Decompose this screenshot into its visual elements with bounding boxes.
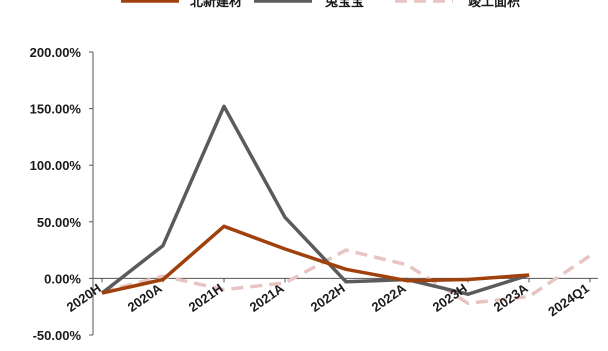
- y-tick-label: 50.00%: [37, 215, 82, 230]
- legend-label: 竣工面积: [468, 0, 520, 9]
- y-tick-label: 100.00%: [30, 158, 82, 173]
- x-tick-label: 2022H: [308, 281, 348, 315]
- y-tick-label: -50.00%: [33, 328, 82, 343]
- y-tick-label: 200.00%: [30, 45, 82, 60]
- y-tick-label: 0.00%: [44, 271, 81, 286]
- y-axis-ticks: -50.00% 0.00% 50.00% 100.00% 150.00% 200.00%: [30, 45, 93, 343]
- x-axis-ticks: 2020H 2020A 2021H 2021A 2022H 2022A 2023H 2023A…: [64, 280, 592, 319]
- legend-label: 北新建材: [190, 0, 242, 9]
- y-tick-label: 150.00%: [30, 102, 82, 117]
- x-tick-label: 2024Q1: [545, 281, 592, 320]
- series-layer: [100, 104, 591, 306]
- legend-label: 兔宝宝: [324, 0, 364, 9]
- series-line: [101, 224, 530, 295]
- series-line: [100, 104, 530, 296]
- legend: 北新建材 兔宝宝 竣工面积: [121, 0, 520, 9]
- x-tick-label: 2022A: [369, 280, 409, 315]
- series-line: [101, 248, 591, 306]
